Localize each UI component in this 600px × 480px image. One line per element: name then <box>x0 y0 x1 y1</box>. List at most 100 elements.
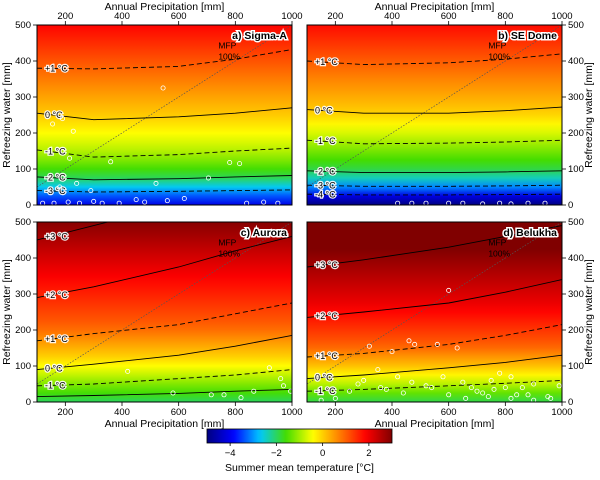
data-point <box>480 201 486 205</box>
mfp-label: 100% <box>488 51 510 61</box>
data-point <box>389 349 395 355</box>
x-tick-label: 200 <box>327 11 343 22</box>
contour-line <box>307 324 562 358</box>
data-point <box>412 341 418 347</box>
data-point <box>99 200 105 205</box>
data-point <box>355 381 361 387</box>
data-point <box>468 385 474 391</box>
data-point <box>261 199 267 205</box>
x-axis-title: Annual Precipitation [mm] <box>375 1 495 13</box>
panel-label: a) Sigma-A <box>232 30 287 42</box>
y-tick-label: 500 <box>15 217 31 228</box>
y-tick-label: 400 <box>15 56 31 67</box>
data-point <box>361 377 367 383</box>
y-tick-label: 500 <box>15 20 31 31</box>
y-tick-label: 100 <box>15 361 31 372</box>
data-point <box>77 200 82 205</box>
data-point <box>474 388 480 394</box>
data-point <box>497 370 503 376</box>
data-point <box>423 383 429 389</box>
data-point <box>57 184 63 190</box>
data-point <box>170 390 176 396</box>
data-point <box>221 392 227 398</box>
data-point <box>460 379 466 385</box>
x-axis-title: Annual Precipitation [mm] <box>375 418 495 430</box>
x-tick-label: 200 <box>57 11 73 22</box>
data-point <box>227 160 233 166</box>
mfp-label: MFP <box>218 40 236 50</box>
contour-line <box>37 235 292 299</box>
contour-label: +2 °C <box>45 290 68 300</box>
panel-frame <box>36 24 293 206</box>
data-point <box>491 386 497 392</box>
x-axis-title: Annual Precipitation [mm] <box>105 1 225 13</box>
heatmap-background <box>307 25 562 205</box>
x-tick-label: 1000 <box>281 11 302 22</box>
data-point <box>91 198 97 204</box>
data-point <box>160 85 166 91</box>
contour-line <box>37 334 292 371</box>
data-point <box>280 383 286 389</box>
contour-line <box>37 189 292 193</box>
data-point <box>488 377 494 383</box>
data-point <box>531 381 537 387</box>
contour-label: +2 °C <box>315 311 338 321</box>
y-tick-label: 200 <box>568 325 584 336</box>
data-point <box>454 345 460 351</box>
contour-line <box>307 279 562 318</box>
x-tick-label: 400 <box>384 407 400 418</box>
heatmap-background <box>37 222 292 402</box>
data-point <box>51 200 57 205</box>
data-point <box>318 397 324 402</box>
data-point <box>116 200 122 205</box>
contour-line <box>307 53 562 66</box>
colorbar-title: Summer mean temperature [°C] <box>225 462 374 474</box>
x-tick-label: 600 <box>171 407 187 418</box>
plot-area: +3 °C +2 °C +1 °C 0 °C -1 °C <box>307 222 562 402</box>
contour-label: +1 °C <box>315 351 338 361</box>
contour-line <box>307 184 562 187</box>
contour-label: -1 °C <box>315 386 336 396</box>
x-tick-label: 400 <box>384 11 400 22</box>
data-point <box>463 395 469 401</box>
data-point <box>508 201 514 205</box>
data-point <box>108 159 114 165</box>
data-point <box>460 200 466 205</box>
data-point <box>514 392 520 398</box>
x-axis-title: Annual Precipitation [mm] <box>105 418 225 430</box>
data-point <box>525 200 531 205</box>
data-point <box>67 155 73 161</box>
contour-label: -1 °C <box>45 380 66 390</box>
contour-line <box>37 175 292 181</box>
y-tick-label: 300 <box>15 289 31 300</box>
contour-line <box>307 354 562 380</box>
y-tick-label: 400 <box>568 56 584 67</box>
data-point <box>181 196 187 202</box>
y-tick-label: 300 <box>15 92 31 103</box>
y-tick-label: 0 <box>26 200 31 211</box>
data-point <box>409 379 415 385</box>
data-point <box>440 374 446 380</box>
contour-line <box>37 222 110 241</box>
contour-line <box>307 139 562 145</box>
x-tick-label: 400 <box>114 407 130 418</box>
data-point <box>275 200 281 205</box>
contour-label: 0 °C <box>45 363 63 373</box>
data-point <box>429 385 435 391</box>
contour-line <box>37 369 292 387</box>
data-point <box>502 385 508 391</box>
y-axis-title: Refreezing water [mm] <box>583 259 595 365</box>
x-tick-label: 400 <box>114 11 130 22</box>
data-point <box>65 199 71 205</box>
x-tick-label: 600 <box>441 407 457 418</box>
heatmap-background <box>37 25 292 205</box>
colorbar: −4 −2 0 2 Summer mean temperature [°C] <box>206 428 393 474</box>
data-point <box>480 390 486 396</box>
y-tick-label: 400 <box>568 253 584 264</box>
mfp-line <box>307 222 562 385</box>
contour-line <box>307 193 562 196</box>
contour-line <box>37 302 292 342</box>
y-tick-label: 0 <box>568 397 573 408</box>
